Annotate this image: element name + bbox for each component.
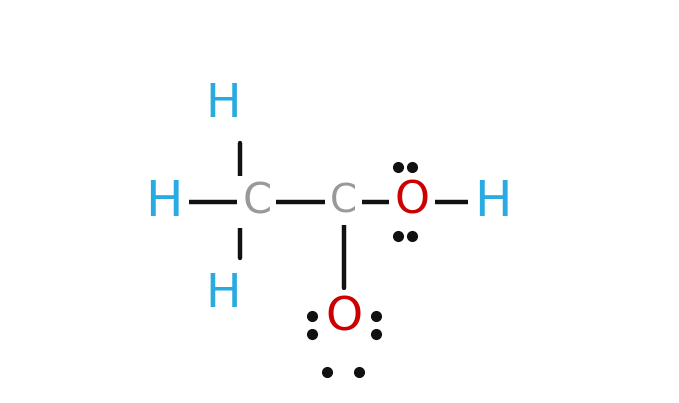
Text: H: H	[205, 82, 240, 127]
Text: O: O	[394, 180, 430, 223]
Text: C: C	[242, 181, 272, 222]
Text: H: H	[474, 177, 511, 226]
Text: H: H	[145, 177, 183, 226]
Text: H: H	[205, 272, 240, 317]
Text: O: O	[325, 296, 362, 341]
Text: C: C	[330, 183, 357, 220]
